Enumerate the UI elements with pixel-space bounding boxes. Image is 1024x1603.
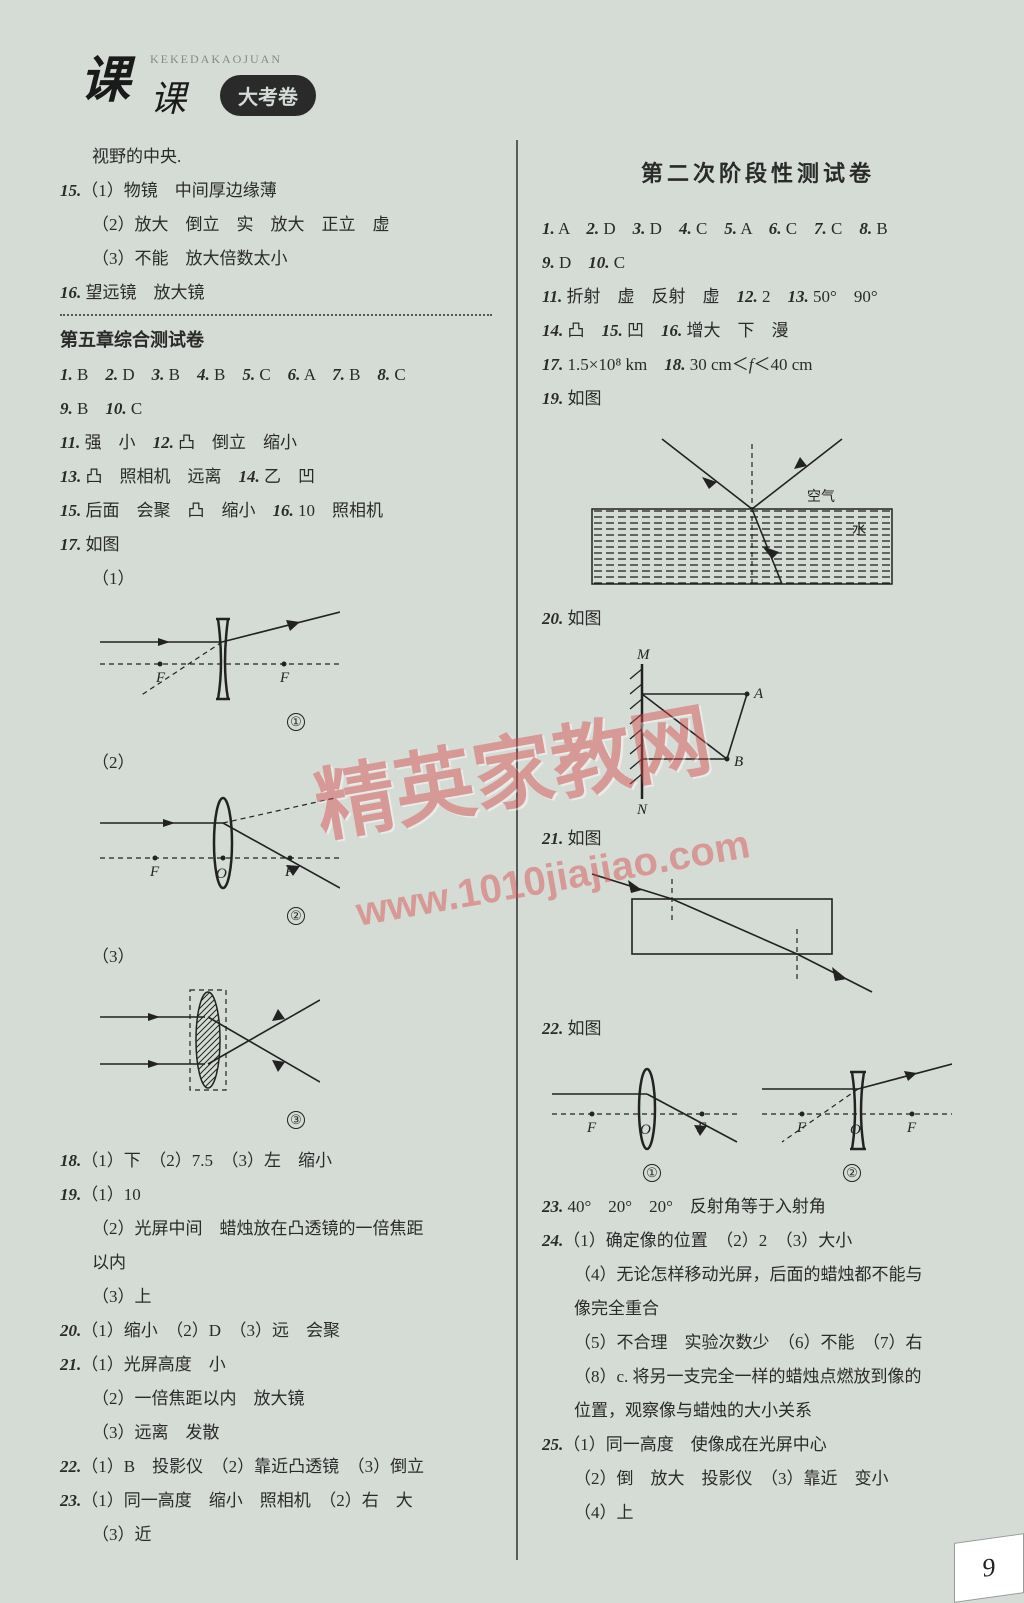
left-q11: 11. 强 小 12. 凸 倒立 缩小 (60, 426, 492, 460)
left-q19-2b: 以内 (60, 1246, 492, 1280)
right-q20: 20. 如图 (542, 602, 974, 636)
right-q24: 24.（1）确定像的位置 （2）2 （3）大小 (542, 1224, 974, 1258)
right-q25: 25.（1）同一高度 使像成在光屏中心 (542, 1428, 974, 1462)
header-logo-char1: 课 (80, 40, 130, 112)
label-water: 水 (852, 522, 866, 538)
left-q15b: 15. 后面 会聚 凸 缩小 16. 10 照相机 (60, 494, 492, 528)
right-column: 第二次阶段性测试卷 1. A 2. D 3. D 4. C 5. A 6. C … (542, 140, 974, 1560)
left-q15-1: 15.15.（1）物镜 中间厚边缘薄（1）物镜 中间厚边缘薄 (60, 174, 492, 208)
svg-text:O: O (850, 1122, 861, 1138)
label-B: B (734, 754, 743, 770)
right-q21: 21. 如图 (542, 822, 974, 856)
right-q24-8b: 位置，观察像与蜡烛的大小关系 (542, 1394, 974, 1428)
svg-text:F: F (586, 1120, 597, 1136)
right-ans2: 9. D 10. C (542, 246, 974, 280)
right-ans1: 1. A 2. D 3. D 4. C 5. A 6. C 7. C 8. B (542, 212, 974, 246)
figure-lens-concave: F F ① (100, 604, 492, 738)
left-ans2: 9. B 10. C (60, 392, 492, 426)
label-F: F (155, 670, 166, 686)
figure-lens-hatch: ③ (100, 982, 492, 1136)
circled-2b: ② (843, 1164, 861, 1182)
header-badge: 大考卷 (220, 75, 316, 116)
right-q24-4b: 像完全重合 (542, 1292, 974, 1326)
circled-1b: ① (643, 1164, 661, 1182)
svg-text:F: F (696, 1120, 707, 1136)
figure-lens-convex: F O F ② (100, 788, 492, 932)
label-N: N (636, 802, 648, 814)
svg-text:O: O (640, 1122, 651, 1138)
section5-title: 第五章综合测试卷 (60, 322, 492, 358)
label-A: A (753, 686, 764, 702)
header-logo-char2: 课 (150, 70, 186, 122)
left-q18: 18.（1）下 （2）7.5 （3）左 缩小 (60, 1144, 492, 1178)
left-q22: 22.（1）B 投影仪 （2）靠近凸透镜 （3）倒立 (60, 1450, 492, 1484)
right-q24-4: （4）无论怎样移动光屏，后面的蜡烛都不能与 (542, 1258, 974, 1292)
label-F2: F (284, 864, 295, 880)
left-q21: 21.（1）光屏高度 小 (60, 1348, 492, 1382)
content-columns: 视野的中央. 15.15.（1）物镜 中间厚边缘薄（1）物镜 中间厚边缘薄 （2… (60, 140, 974, 1560)
right-q25-4: （4）上 (542, 1496, 974, 1530)
right-q23: 23. 40° 20° 20° 反射角等于入射角 (542, 1190, 974, 1224)
left-q19-2: （2）光屏中间 蜡烛放在凸透镜的一倍焦距 (60, 1212, 492, 1246)
label-F2: F (279, 670, 290, 686)
label-F: F (149, 864, 160, 880)
page-header: 课 KEKEDAKAOJUAN 课 大考卷 (60, 40, 974, 120)
circled-1: ① (287, 713, 305, 731)
circled-2: ② (287, 907, 305, 925)
page-number: 9 (954, 1533, 1024, 1603)
header-pinyin: KEKEDAKAOJUAN (150, 52, 282, 67)
right-q22: 22. 如图 (542, 1012, 974, 1046)
left-q13: 13. 凸 照相机 远离 14. 乙 凹 (60, 460, 492, 494)
left-q21-2: （2）一倍焦距以内 放大镜 (60, 1382, 492, 1416)
left-q19: 19.（1）10 (60, 1178, 492, 1212)
left-ans1: 1. B 2. D 3. B 4. B 5. C 6. A 7. B 8. C (60, 358, 492, 392)
left-q20: 20.（1）缩小 （2）D （3）远 会聚 (60, 1314, 492, 1348)
label-air: 空气 (807, 489, 835, 505)
left-q17-1: （1） (60, 562, 492, 596)
column-divider (516, 140, 518, 1560)
right-q25-2: （2）倒 放大 投影仪 （3）靠近 变小 (542, 1462, 974, 1496)
left-q23: 23.（1）同一高度 缩小 照相机 （2）右 大 (60, 1484, 492, 1518)
figure-glass-block (582, 864, 974, 1004)
left-q19-3: （3）上 (60, 1280, 492, 1314)
right-section-title: 第二次阶段性测试卷 (542, 152, 974, 196)
left-l0: 视野的中央. (60, 140, 492, 174)
left-q17-2: （2） (60, 746, 492, 780)
svg-text:F: F (906, 1120, 917, 1136)
left-q17: 17. 如图 (60, 528, 492, 562)
label-O: O (216, 866, 227, 882)
left-q15-3: （3）不能 放大倍数太小 (60, 242, 492, 276)
left-q16: 16. 望远镜 放大镜 (60, 276, 492, 310)
circled-3: ③ (287, 1111, 305, 1129)
right-q19: 19. 如图 (542, 382, 974, 416)
left-column: 视野的中央. 15.15.（1）物镜 中间厚边缘薄（1）物镜 中间厚边缘薄 （2… (60, 140, 492, 1560)
right-q24-8: （8）c. 将另一支完全一样的蜡烛点燃放到像的 (542, 1360, 974, 1394)
figure-refraction-water: 空气 水 (582, 424, 974, 594)
svg-text:F: F (796, 1120, 807, 1136)
right-q24-5: （5）不合理 实验次数少 （6）不能 （7）右 (542, 1326, 974, 1360)
left-q15-2: （2）放大 倒立 实 放大 正立 虚 (60, 208, 492, 242)
left-q17-3: （3） (60, 940, 492, 974)
right-q14: 14. 凸 15. 凹 16. 增大 下 漫 (542, 314, 974, 348)
left-q21-3: （3）远离 发散 (60, 1416, 492, 1450)
page-root: 课 KEKEDAKAOJUAN 课 大考卷 视野的中央. 15.15.（1）物镜… (0, 0, 1024, 1598)
dots-divider (60, 314, 492, 316)
right-q11: 11. 折射 虚 反射 虚 12. 2 13. 50° 90° (542, 280, 974, 314)
label-M: M (636, 647, 651, 663)
figure-two-lenses: F O F F O (552, 1054, 974, 1182)
right-q17: 17. 1.5×10⁸ km 18. 30 cm＜f＜40 cm (542, 348, 974, 382)
left-q23-3: （3）近 (60, 1518, 492, 1552)
figure-mirror-mn: M N A B (582, 644, 974, 814)
